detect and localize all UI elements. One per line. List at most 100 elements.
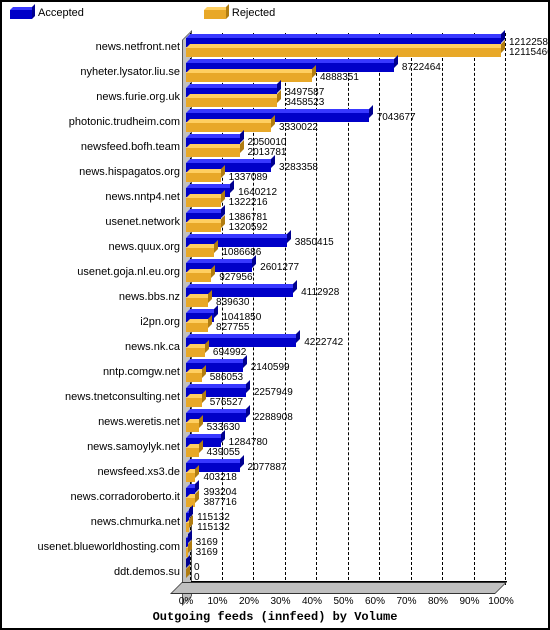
bar-value: 12115460	[509, 47, 550, 58]
bar-value: 115132	[197, 522, 230, 533]
bar-pair: 4222742 694992	[186, 336, 501, 360]
chart-frame: Accepted Rejected news.netfront.net 1212…	[0, 0, 550, 630]
data-row: news.weretis.net 2288908 533630	[2, 411, 548, 435]
data-row: newsfeed.xs3.de 2077887 403218	[2, 461, 548, 485]
x-tick-label: 90%	[455, 596, 485, 607]
bar-value: 2140599	[251, 362, 290, 373]
bar-value: 3458523	[285, 97, 324, 108]
row-label: news.netfront.net	[2, 41, 180, 53]
x-tick-label: 60%	[360, 596, 390, 607]
x-tick-label: 20%	[234, 596, 264, 607]
x-tick-label: 40%	[297, 596, 327, 607]
bar-value: 3850415	[295, 237, 334, 248]
bar-pair: 3169 3169	[186, 536, 501, 560]
row-label: news.samoylyk.net	[2, 441, 180, 453]
row-label: news.weretis.net	[2, 416, 180, 428]
row-label: news.corradoroberto.it	[2, 491, 180, 503]
x-tick-label: 70%	[392, 596, 422, 607]
row-label: nyheter.lysator.liu.se	[2, 66, 180, 78]
bar-pair: 1284780 439055	[186, 436, 501, 460]
row-label: newsfeed.bofh.team	[2, 141, 180, 153]
legend-swatch	[10, 7, 32, 19]
bar-pair: 393204 387716	[186, 486, 501, 510]
bar-pair: 12122583 12115460	[186, 36, 501, 60]
row-label: nntp.comgw.net	[2, 366, 180, 378]
bar	[186, 298, 208, 307]
row-label: news.tnetconsulting.net	[2, 391, 180, 403]
bar	[186, 548, 188, 557]
data-row: news.chmurka.net 115132 115132	[2, 511, 548, 535]
bar-value: 586053	[210, 372, 243, 383]
bar-pair: 3850415 1086686	[186, 236, 501, 260]
bar-value: 2257949	[254, 387, 293, 398]
bar-value: 2601277	[260, 262, 299, 273]
bar-value: 1320592	[229, 222, 268, 233]
bar-pair: 2077887 403218	[186, 461, 501, 485]
data-row: usenet.goja.nl.eu.org 2601277 927956	[2, 261, 548, 285]
bar-value: 2013781	[248, 147, 287, 158]
bar-value: 8722464	[402, 62, 441, 73]
data-row: news.tnetconsulting.net 2257949 576527	[2, 386, 548, 410]
row-label: ddt.demos.su	[2, 566, 180, 578]
row-label: newsfeed.xs3.de	[2, 466, 180, 478]
row-label: news.furie.org.uk	[2, 91, 180, 103]
data-row: news.hispagatos.org 3283358 1337089	[2, 161, 548, 185]
data-row: usenet.network 1386781 1320592	[2, 211, 548, 235]
bar	[186, 123, 271, 132]
bar	[186, 273, 211, 282]
data-row: news.nntp4.net 1640212 1322216	[2, 186, 548, 210]
data-row: news.bbs.nz 4112928 839630	[2, 286, 548, 310]
bar-value: 927956	[219, 272, 252, 283]
row-label: news.bbs.nz	[2, 291, 180, 303]
bar	[186, 373, 202, 382]
bar	[186, 523, 189, 532]
x-tick-label: 80%	[423, 596, 453, 607]
bar-value: 3330022	[279, 122, 318, 133]
bar-value: 2288908	[254, 412, 293, 423]
legend-swatch	[204, 7, 226, 19]
bar-value: 3169	[196, 547, 218, 558]
data-row: usenet.blueworldhosting.com 3169 3169	[2, 536, 548, 560]
bar	[186, 148, 240, 157]
row-label: news.hispagatos.org	[2, 166, 180, 178]
bar-pair: 115132 115132	[186, 511, 501, 535]
data-row: news.netfront.net 12122583 12115460	[2, 36, 548, 60]
plot-area: news.netfront.net 12122583 12115460nyhet…	[2, 30, 548, 590]
bar-pair: 1640212 1322216	[186, 186, 501, 210]
x-tick-label: 100%	[486, 596, 516, 607]
bar-value: 403218	[203, 472, 236, 483]
data-row: news.quux.org 3850415 1086686	[2, 236, 548, 260]
bar	[186, 423, 199, 432]
bar-pair: 8722464 4888351	[186, 61, 501, 85]
bar-pair: 7043677 3330022	[186, 111, 501, 135]
data-row: i2pn.org 1041850 827755	[2, 311, 548, 335]
data-row: news.furie.org.uk 3497587 3458523	[2, 86, 548, 110]
bar-pair: 2050010 2013781	[186, 136, 501, 160]
legend-item: Rejected	[204, 7, 275, 19]
bar	[186, 73, 312, 82]
bar-value: 387716	[203, 497, 236, 508]
bar-value: 839630	[216, 297, 249, 308]
bar-pair: 3497587 3458523	[186, 86, 501, 110]
bar-value: 7043677	[377, 112, 416, 123]
bar-value: 576527	[210, 397, 243, 408]
chart-title: Outgoing feeds (innfeed) by Volume	[2, 610, 548, 624]
bar-pair: 2140599 586053	[186, 361, 501, 385]
row-label: i2pn.org	[2, 316, 180, 328]
bar-pair: 4112928 839630	[186, 286, 501, 310]
x-axis: 0%10%20%30%40%50%60%70%80%90%100%	[186, 582, 511, 596]
bar-value: 1322216	[229, 197, 268, 208]
bar	[186, 473, 195, 482]
row-label: news.chmurka.net	[2, 516, 180, 528]
x-tick-label: 10%	[203, 596, 233, 607]
bar	[186, 198, 221, 207]
bar-value: 827755	[216, 322, 249, 333]
bar-value: 4222742	[304, 337, 343, 348]
bar	[186, 323, 208, 332]
bar-pair: 2601277 927956	[186, 261, 501, 285]
x-tick-label: 0%	[171, 596, 201, 607]
row-label: news.quux.org	[2, 241, 180, 253]
data-row: nyheter.lysator.liu.se 8722464 4888351	[2, 61, 548, 85]
data-row: newsfeed.bofh.team 2050010 2013781	[2, 136, 548, 160]
bar-pair: 2257949 576527	[186, 386, 501, 410]
